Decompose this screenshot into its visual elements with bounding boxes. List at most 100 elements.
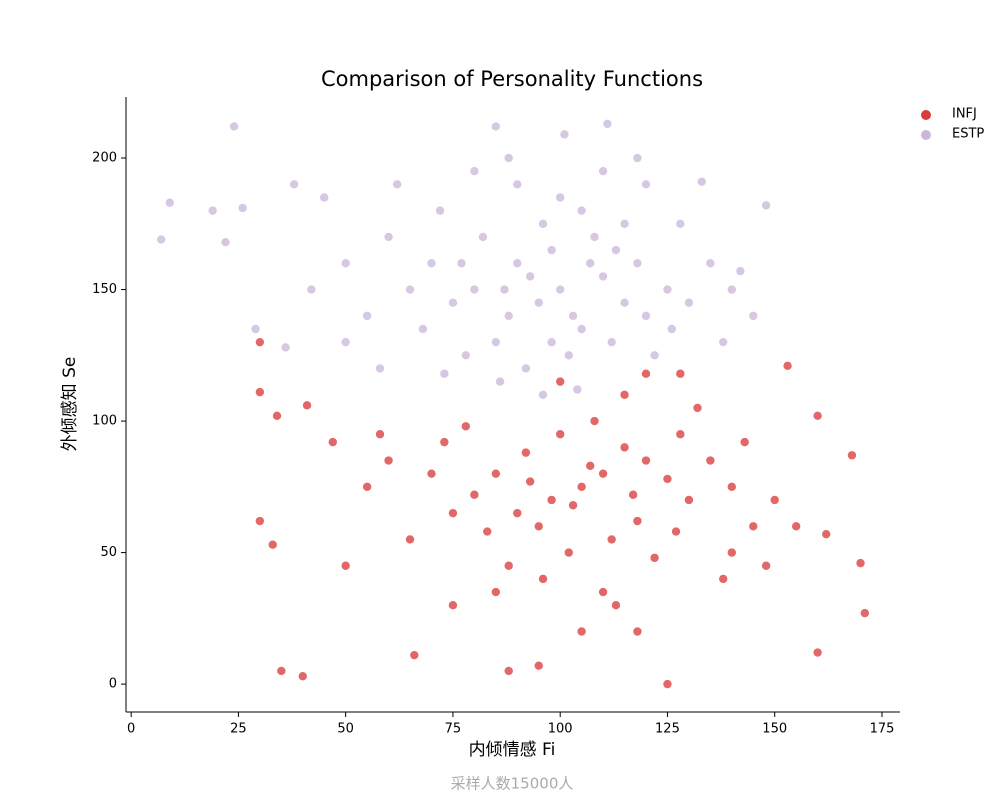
x-tick-label: 0 <box>127 722 135 737</box>
scatter-point <box>267 539 278 550</box>
x-tick-label: 25 <box>230 722 247 737</box>
scatter-point <box>684 297 694 308</box>
scatter-point <box>469 284 480 295</box>
scatter-point <box>585 460 596 471</box>
scatter-point <box>525 271 535 282</box>
scatter-point <box>572 384 583 395</box>
legend-marker <box>921 130 931 140</box>
scatter-point <box>297 671 308 682</box>
scatter-point <box>632 626 643 637</box>
scatter-point <box>426 468 437 479</box>
scatter-point <box>761 200 771 211</box>
scatter-point <box>696 176 707 187</box>
scatter-point <box>761 560 771 571</box>
scatter-point <box>632 258 643 269</box>
scatter-point <box>280 342 291 353</box>
chart-title: Comparison of Personality Functions <box>321 67 703 91</box>
scatter-point <box>456 258 467 269</box>
scatter-point <box>855 558 866 568</box>
scatter-point <box>503 560 514 571</box>
scatter-point <box>675 429 686 440</box>
scatter-point <box>847 450 857 461</box>
scatter-point <box>568 311 578 321</box>
scatter-point <box>482 526 493 537</box>
scatter-point <box>405 534 415 545</box>
scatter-point <box>619 218 630 229</box>
scatter-point <box>705 258 716 269</box>
scatter-point <box>812 647 823 658</box>
scatter-point <box>237 203 248 213</box>
scatter-point <box>641 311 651 321</box>
scatter-point <box>576 626 587 637</box>
scatter-point <box>662 679 673 689</box>
scatter-point <box>340 258 351 269</box>
scatter-point <box>164 197 175 208</box>
y-tick-label: 150 <box>92 282 117 297</box>
x-tick-label: 100 <box>548 722 573 737</box>
scatter-point <box>598 271 608 282</box>
scatter-point <box>727 284 737 295</box>
scatter-point <box>649 350 660 361</box>
scatter-point <box>521 447 531 458</box>
scatter-point <box>727 547 737 558</box>
scatter-point <box>319 192 330 203</box>
scatter-point <box>409 650 420 660</box>
scatter-point <box>469 489 480 500</box>
scatter-point <box>563 350 574 361</box>
scatter-point <box>538 218 548 229</box>
scatter-point <box>533 660 544 671</box>
scatter-point <box>619 297 630 308</box>
legend-marker <box>921 110 931 120</box>
scatter-point <box>448 297 458 308</box>
y-axis-title: 外倾感知 Se <box>60 357 80 452</box>
scatter-point <box>576 205 587 216</box>
scatter-point <box>782 361 793 371</box>
y-tick-label: 50 <box>100 545 117 560</box>
scatter-point <box>392 179 402 190</box>
scatter-point <box>250 324 261 334</box>
scatter-point <box>641 455 651 466</box>
scatter-point <box>606 534 617 545</box>
scatter-point <box>418 324 428 334</box>
scatter-point <box>503 311 514 321</box>
scatter-point <box>585 258 596 269</box>
scatter-point <box>555 284 565 295</box>
scatter-point <box>340 560 351 571</box>
scatter-point <box>641 368 651 379</box>
scatter-point <box>619 389 630 400</box>
scatter-point <box>546 495 557 505</box>
scatter-point <box>684 495 694 505</box>
y-tick-label: 0 <box>109 677 117 692</box>
scatter-point <box>739 437 750 447</box>
scatter-point <box>748 521 759 532</box>
x-tick-label: 50 <box>337 722 354 737</box>
scatter-point <box>306 284 317 295</box>
scatter-point <box>791 521 801 532</box>
scatter-point <box>598 468 608 479</box>
x-tick-label: 150 <box>762 722 787 737</box>
scatter-point <box>512 258 523 269</box>
scatter-point <box>662 284 673 295</box>
scatter-point <box>340 337 351 347</box>
scatter-point <box>727 482 737 492</box>
scatter-point <box>671 526 681 537</box>
scatter-point <box>439 437 450 447</box>
scatter-point <box>632 153 643 163</box>
scatter-point <box>538 389 548 400</box>
scatter-point <box>559 129 570 140</box>
scatter-point <box>375 363 385 374</box>
scatter-point <box>589 416 600 426</box>
scatter-point <box>860 608 870 618</box>
scatter-point <box>555 192 565 203</box>
scatter-point <box>302 400 312 411</box>
scatter-point <box>383 232 394 242</box>
scatter-point <box>525 476 535 487</box>
scatter-point <box>491 468 501 479</box>
scatter-point <box>495 376 505 387</box>
scatter-point <box>576 482 587 492</box>
scatter-point <box>521 363 531 374</box>
scatter-point <box>503 666 514 676</box>
scatter-point <box>512 179 523 190</box>
scatter-point <box>491 337 501 347</box>
scatter-point <box>220 237 231 248</box>
